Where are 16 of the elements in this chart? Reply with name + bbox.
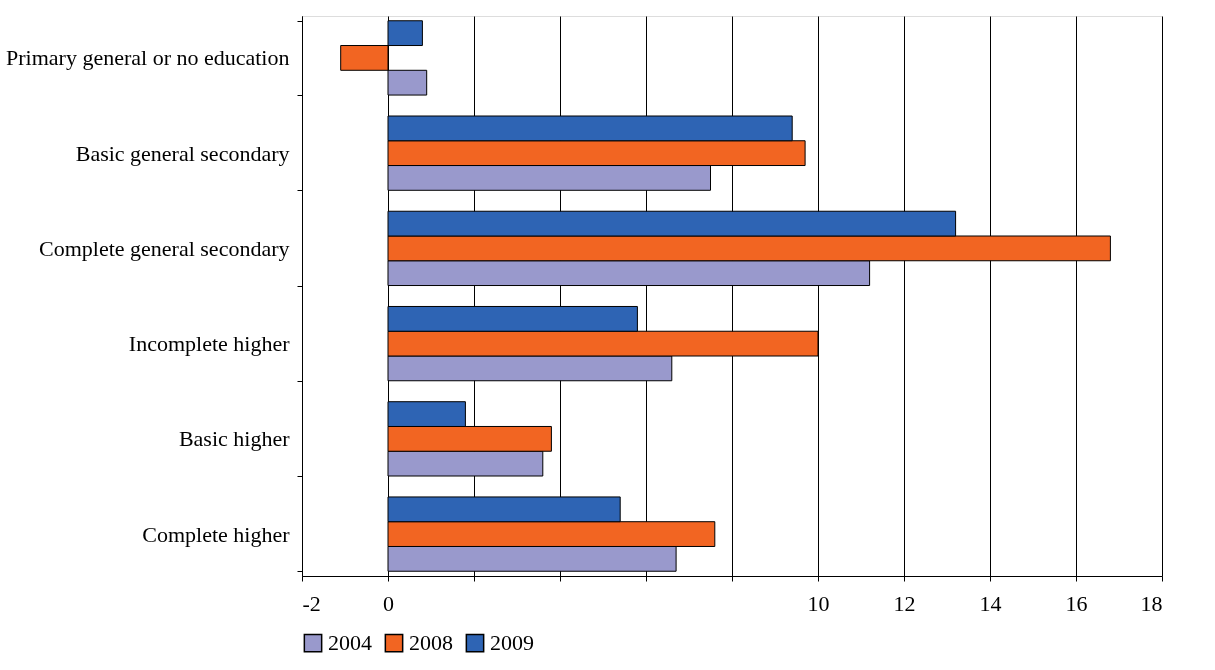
x-tick-label: 12 — [893, 590, 916, 616]
x-tick-label: 18 — [1140, 590, 1163, 616]
x-tick-label: -2 — [302, 590, 321, 616]
x-tick-label: 14 — [979, 590, 1002, 616]
y-tick-label: Primary general or no education — [6, 45, 290, 71]
legend-label: 2008 — [409, 630, 453, 656]
y-tick-label: Basic higher — [178, 426, 291, 452]
legend-label: 2004 — [328, 630, 372, 656]
y-tick-label: Basic general secondary — [75, 140, 290, 166]
y-tick-label: Complete higher — [142, 521, 291, 547]
legend-label: 2009 — [490, 630, 534, 656]
x-tick-label: 10 — [807, 590, 830, 616]
x-tick-label: 0 — [383, 590, 394, 616]
x-tick-label: 16 — [1065, 590, 1088, 616]
y-tick-label: Complete general secondary — [39, 235, 290, 261]
y-tick-label: Incomplete higher — [128, 331, 291, 357]
